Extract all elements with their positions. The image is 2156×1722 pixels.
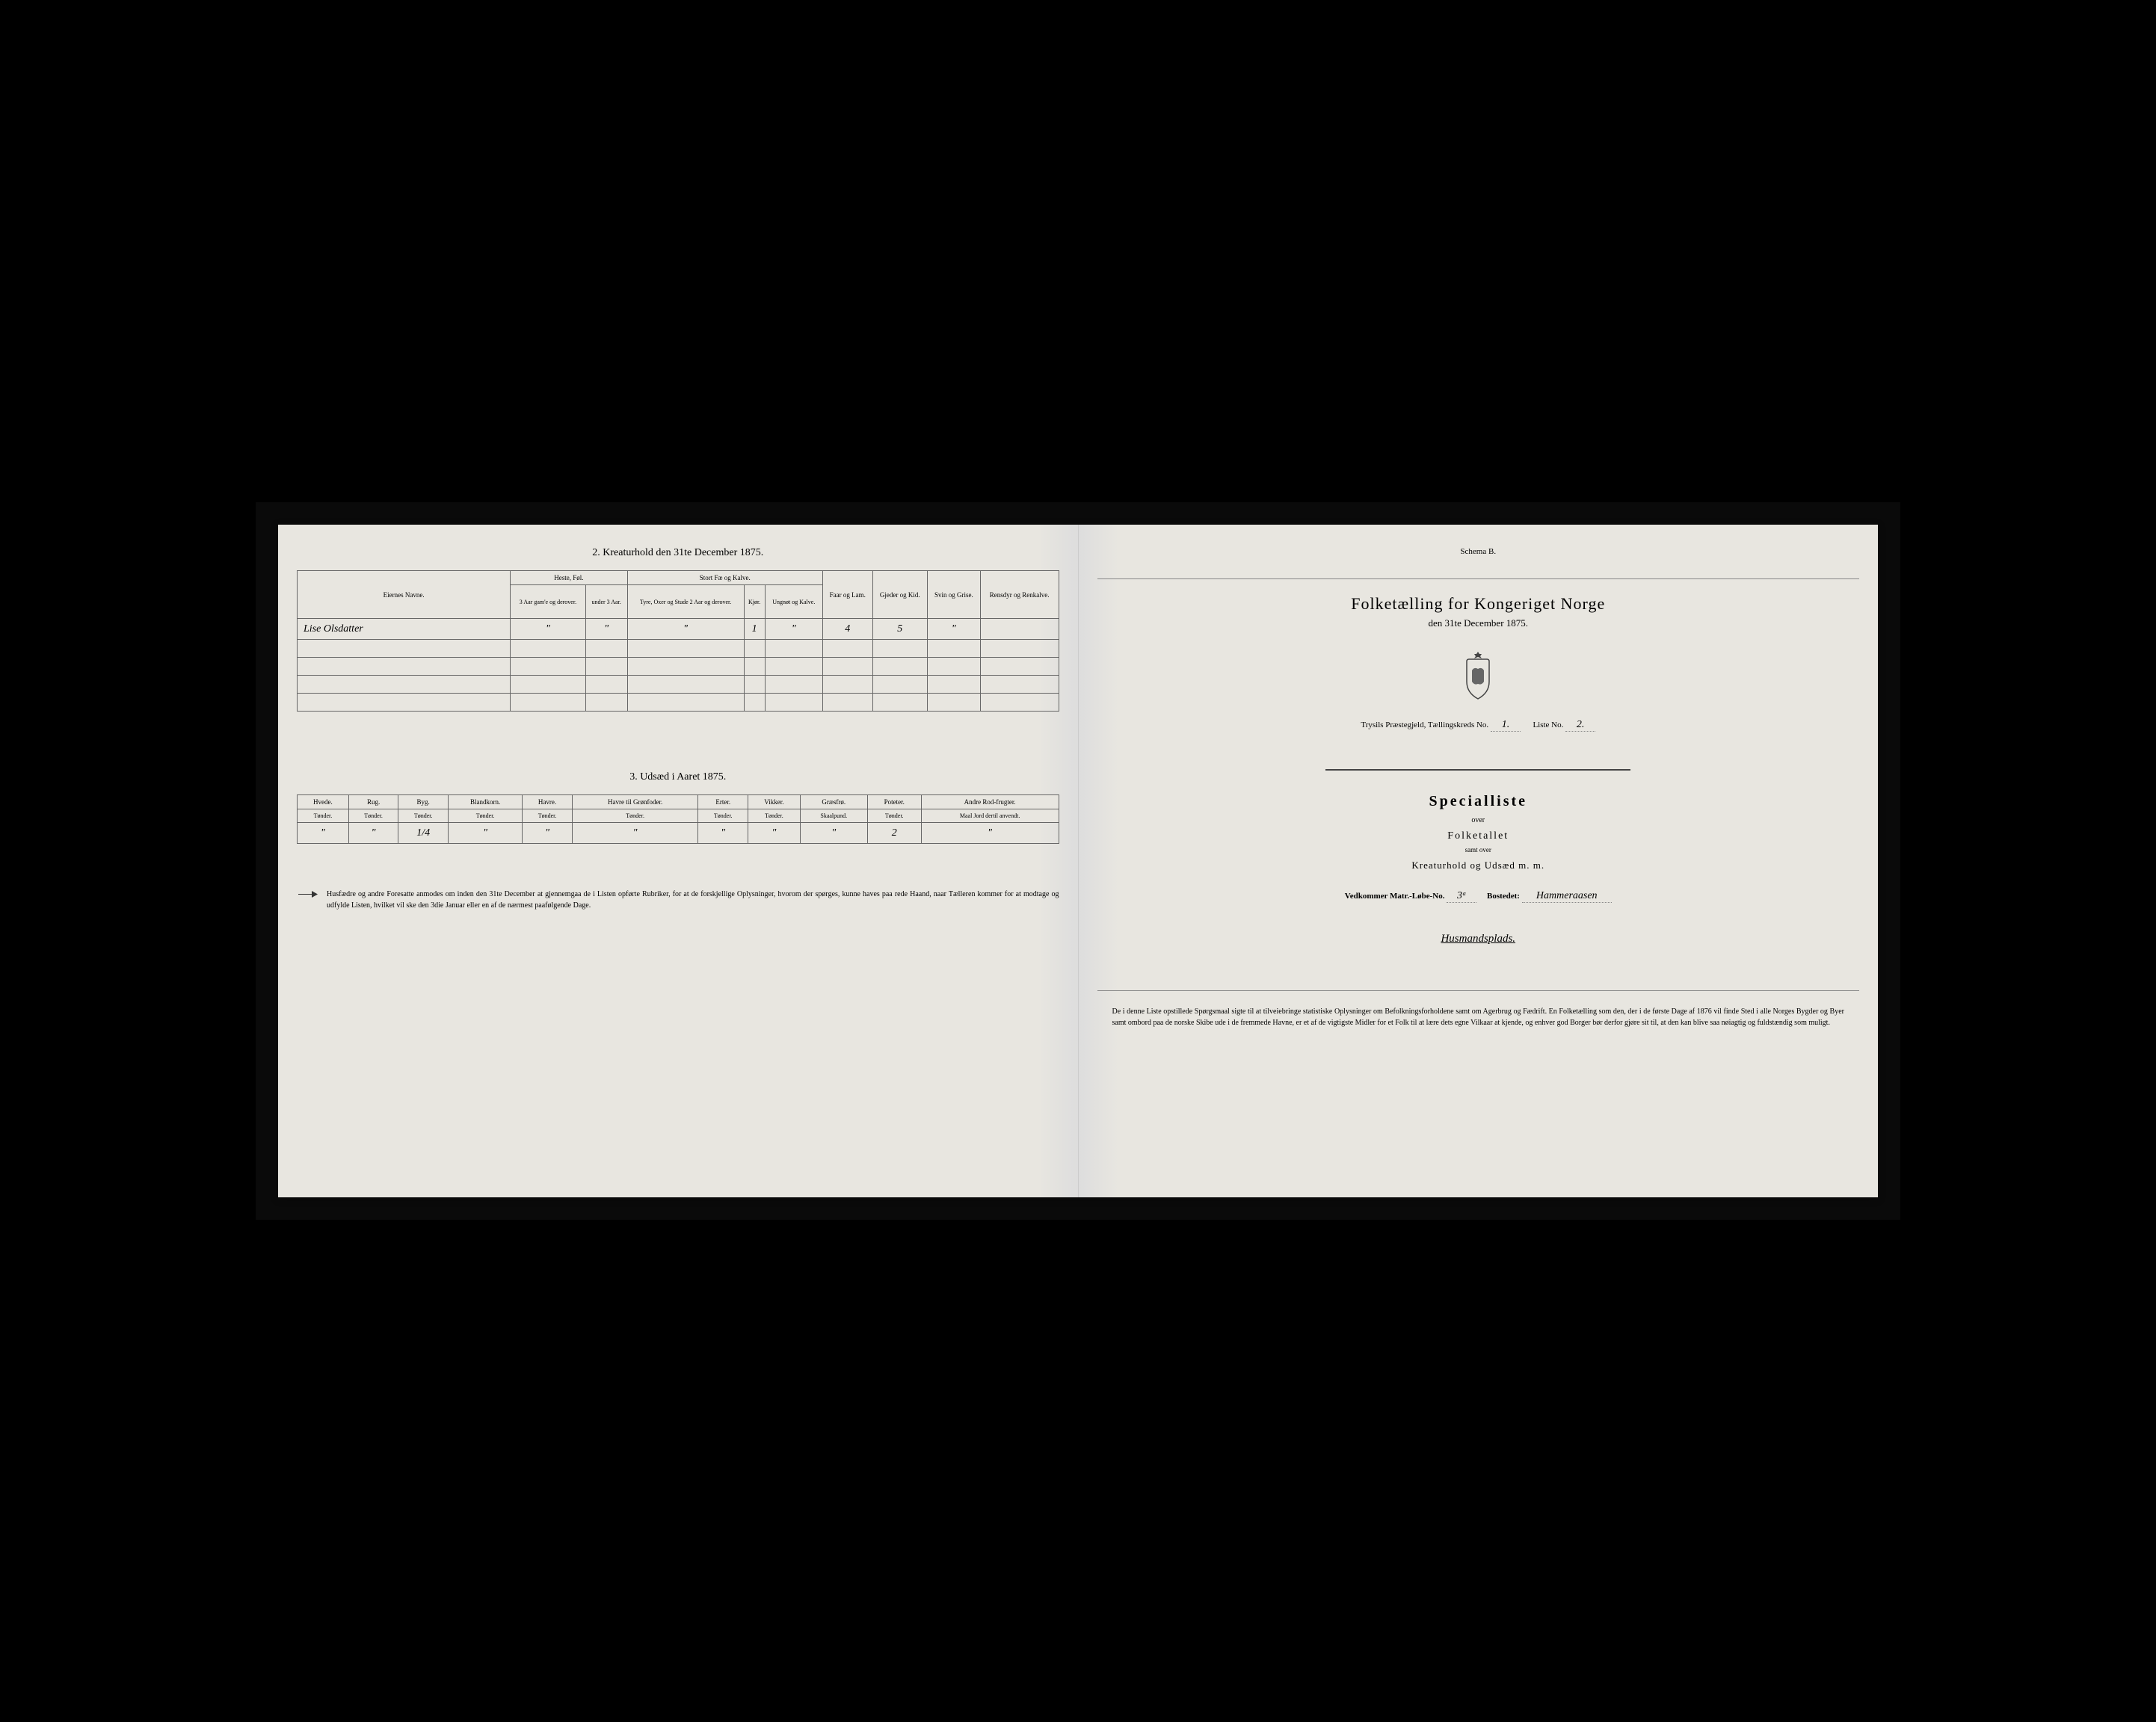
subtitle: den 31te December 1875.	[1097, 617, 1860, 629]
coat-of-arms-icon	[1456, 648, 1500, 700]
cell: 2	[867, 823, 921, 844]
th-vikker: Vikker.	[748, 795, 801, 809]
cell: "	[627, 619, 744, 640]
udsaed-table: Hvede. Rug. Byg. Blandkorn. Havre. Havre…	[297, 794, 1059, 844]
th-heste2: under 3 Aar.	[585, 585, 627, 619]
cell: "	[511, 619, 586, 640]
th-erter: Erter.	[698, 795, 748, 809]
samt-over-text: samt over	[1097, 846, 1860, 854]
cell	[980, 619, 1059, 640]
section2-title: 2. Kreaturhold den 31te December 1875.	[297, 547, 1059, 559]
th-unit: Tønder.	[298, 809, 349, 823]
cell: "	[921, 823, 1059, 844]
table-row: " " 1/4 " " " " " " 2 "	[298, 823, 1059, 844]
kreaturhold-text: Kreaturhold og Udsæd m. m.	[1097, 860, 1860, 871]
right-page: Schema B. Folketælling for Kongeriget No…	[1079, 525, 1879, 1197]
th-stort3: Ungnøt og Kalve.	[765, 585, 822, 619]
th-unit: Tønder.	[348, 809, 398, 823]
th-byg: Byg.	[398, 795, 449, 809]
th-unit: Tønder.	[698, 809, 748, 823]
cell: 4	[822, 619, 872, 640]
th-stort: Stort Fæ og Kalve.	[627, 571, 822, 585]
cell: "	[927, 619, 980, 640]
th-poteter: Poteter.	[867, 795, 921, 809]
folketallet-text: Folketallet	[1097, 830, 1860, 842]
cell: 5	[872, 619, 927, 640]
husmandsplads-text: Husmandsplads.	[1097, 933, 1860, 945]
th-blandkorn: Blandkorn.	[448, 795, 522, 809]
cell: "	[748, 823, 801, 844]
th-eiernes: Eiernes Navne.	[298, 571, 511, 619]
th-unit: Skaalpund.	[800, 809, 867, 823]
kreaturhold-table: Eiernes Navne. Heste, Føl. Stort Fæ og K…	[297, 570, 1059, 712]
th-hvede: Hvede.	[298, 795, 349, 809]
th-havre-til: Havre til Grønfoder.	[572, 795, 698, 809]
cell: "	[523, 823, 573, 844]
cell: 1/4	[398, 823, 449, 844]
th-unit: Maal Jord dertil anvendt.	[921, 809, 1059, 823]
th-unit: Tønder.	[523, 809, 573, 823]
over-text: over	[1097, 816, 1860, 824]
th-unit: Tønder.	[448, 809, 522, 823]
table-row	[298, 640, 1059, 658]
th-faar: Faar og Lam.	[822, 571, 872, 619]
footnote-text: Husfædre og andre Foresatte anmodes om i…	[297, 889, 1059, 911]
th-heste: Heste, Føl.	[511, 571, 627, 585]
table-row	[298, 694, 1059, 712]
cell: "	[698, 823, 748, 844]
th-gjeder: Gjeder og Kid.	[872, 571, 927, 619]
table-row: Lise Olsdatter " " " 1 " 4 5 "	[298, 619, 1059, 640]
district-prefix: Trysils Præstegjeld, Tællingskreds No.	[1361, 720, 1488, 729]
section3-title: 3. Udsæd i Aaret 1875.	[297, 771, 1059, 783]
main-title: Folketælling for Kongeriget Norge	[1097, 594, 1860, 614]
vedkommer-label: Vedkommer Matr.-Løbe-No.	[1345, 892, 1445, 901]
table-row	[298, 658, 1059, 676]
cell: "	[585, 619, 627, 640]
th-stort1: Tyre, Oxer og Stude 2 Aar og derover.	[627, 585, 744, 619]
bottom-explanation: De i denne Liste opstillede Spørgsmaal s…	[1097, 1006, 1860, 1028]
liste-label: Liste No.	[1533, 720, 1563, 729]
th-unit: Tønder.	[748, 809, 801, 823]
th-unit: Tønder.	[572, 809, 698, 823]
th-rug: Rug.	[348, 795, 398, 809]
footnote-content: Husfædre og andre Foresatte anmodes om i…	[327, 890, 1059, 910]
district-line: Trysils Præstegjeld, Tællingskreds No. 1…	[1097, 719, 1860, 732]
th-stort2: Kjør.	[744, 585, 765, 619]
document-frame: 2. Kreaturhold den 31te December 1875. E…	[256, 502, 1900, 1220]
th-heste1: 3 Aar gam'e og derover.	[511, 585, 586, 619]
th-rensdyr: Rensdyr og Renkalve.	[980, 571, 1059, 619]
th-unit: Tønder.	[867, 809, 921, 823]
pointer-icon	[297, 889, 319, 900]
cell: "	[800, 823, 867, 844]
cell: "	[298, 823, 349, 844]
matr-no: 3ᵃ	[1447, 890, 1476, 903]
liste-no: 2.	[1565, 719, 1595, 732]
cell: "	[448, 823, 522, 844]
census-document: 2. Kreaturhold den 31te December 1875. E…	[278, 525, 1878, 1197]
kreds-no: 1.	[1491, 719, 1521, 732]
cell: "	[572, 823, 698, 844]
schema-label: Schema B.	[1097, 547, 1860, 556]
table-row	[298, 676, 1059, 694]
cell: "	[348, 823, 398, 844]
cell: "	[765, 619, 822, 640]
th-unit: Tønder.	[398, 809, 449, 823]
th-graesfroe: Græsfrø.	[800, 795, 867, 809]
bostedet-value: Hammeraasen	[1522, 890, 1612, 903]
th-havre: Havre.	[523, 795, 573, 809]
th-svin: Svin og Grise.	[927, 571, 980, 619]
vedkommer-line: Vedkommer Matr.-Løbe-No. 3ᵃ Bostedet: Ha…	[1097, 890, 1860, 903]
bostedet-label: Bostedet:	[1487, 892, 1520, 901]
cell: 1	[744, 619, 765, 640]
left-page: 2. Kreaturhold den 31te December 1875. E…	[278, 525, 1079, 1197]
cell-name: Lise Olsdatter	[298, 619, 511, 640]
th-andre: Andre Rod-frugter.	[921, 795, 1059, 809]
specialliste-title: Specialliste	[1097, 793, 1860, 810]
